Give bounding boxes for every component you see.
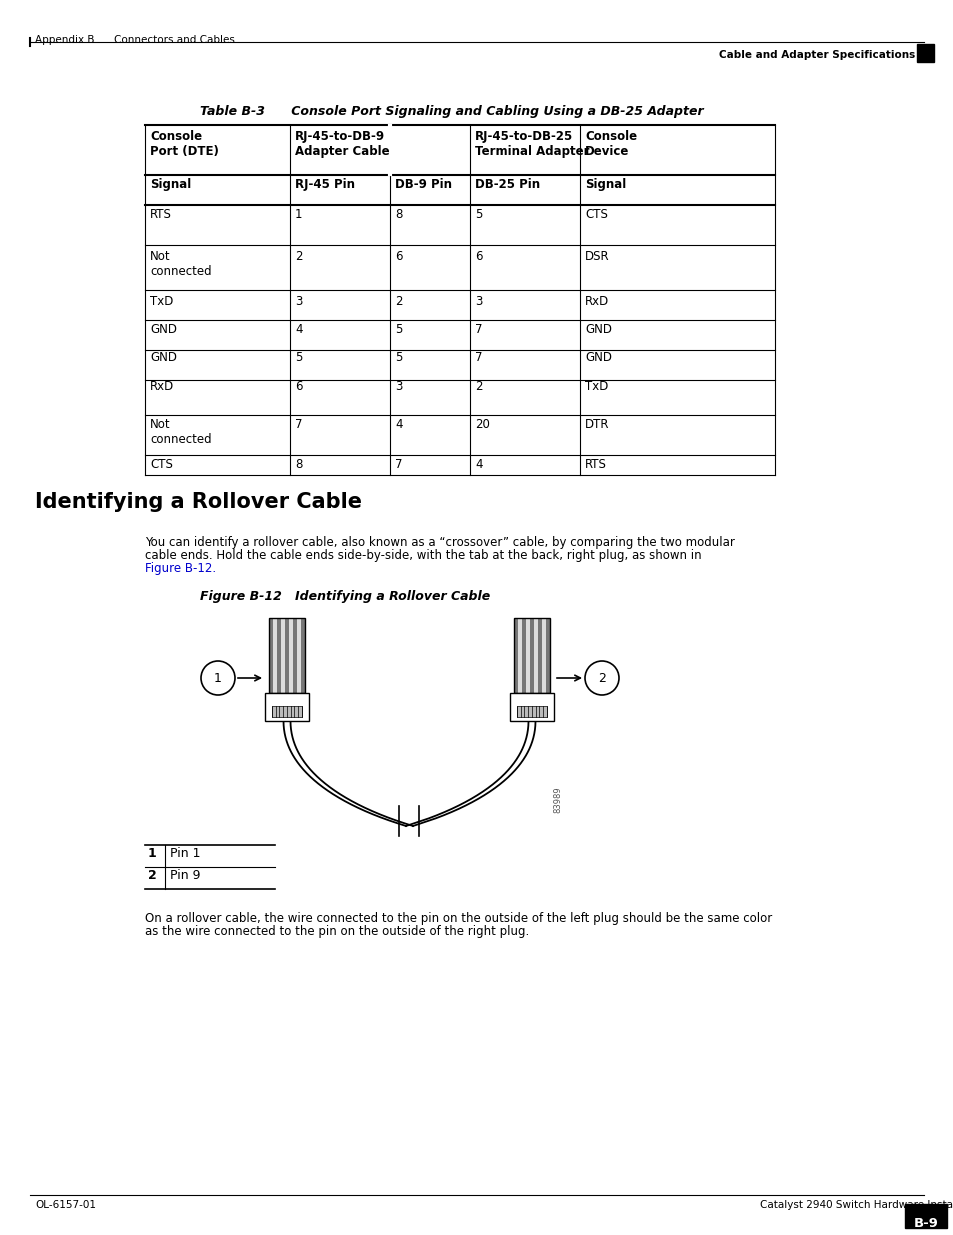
Text: DB-9 Pin: DB-9 Pin bbox=[395, 178, 452, 191]
Text: B-9: B-9 bbox=[913, 1216, 938, 1230]
Text: RxD: RxD bbox=[150, 380, 174, 393]
Bar bbox=[289, 618, 293, 693]
Text: OL-6157-01: OL-6157-01 bbox=[35, 1200, 96, 1210]
Text: Console
Device: Console Device bbox=[584, 130, 637, 158]
Text: 5: 5 bbox=[475, 207, 482, 221]
Text: 5: 5 bbox=[395, 351, 402, 364]
Text: TxD: TxD bbox=[150, 295, 173, 308]
Bar bbox=[272, 706, 302, 718]
Text: 4: 4 bbox=[395, 417, 402, 431]
Bar bbox=[285, 618, 289, 693]
Bar bbox=[537, 618, 541, 693]
Text: 8: 8 bbox=[294, 458, 302, 471]
Text: 3: 3 bbox=[395, 380, 402, 393]
Bar bbox=[510, 693, 554, 721]
Text: 7: 7 bbox=[395, 458, 402, 471]
Text: DSR: DSR bbox=[584, 249, 609, 263]
Text: 6: 6 bbox=[395, 249, 402, 263]
Bar bbox=[541, 618, 545, 693]
Text: 2: 2 bbox=[475, 380, 482, 393]
Text: 2: 2 bbox=[395, 295, 402, 308]
Text: cable ends. Hold the cable ends side-by-side, with the tab at the back, right pl: cable ends. Hold the cable ends side-by-… bbox=[145, 550, 700, 562]
Text: 7: 7 bbox=[294, 417, 302, 431]
Text: 1: 1 bbox=[213, 672, 222, 684]
Text: GND: GND bbox=[584, 351, 612, 364]
Text: GND: GND bbox=[150, 351, 177, 364]
Text: 6: 6 bbox=[294, 380, 302, 393]
Text: Figure B-12.: Figure B-12. bbox=[145, 562, 216, 576]
Text: Appendix B      Connectors and Cables: Appendix B Connectors and Cables bbox=[35, 35, 234, 44]
Bar bbox=[281, 618, 285, 693]
Text: TxD: TxD bbox=[584, 380, 608, 393]
Bar bbox=[296, 618, 301, 693]
Text: RJ-45-to-DB-9
Adapter Cable: RJ-45-to-DB-9 Adapter Cable bbox=[294, 130, 389, 158]
Text: 8: 8 bbox=[395, 207, 402, 221]
Bar bbox=[525, 618, 530, 693]
Bar bbox=[904, 1204, 946, 1228]
Bar bbox=[514, 618, 517, 693]
Text: CTS: CTS bbox=[584, 207, 607, 221]
Bar bbox=[301, 618, 305, 693]
Bar bbox=[534, 618, 537, 693]
Text: 5: 5 bbox=[395, 324, 402, 336]
Bar bbox=[269, 618, 305, 693]
Text: 2: 2 bbox=[148, 869, 156, 882]
Bar bbox=[517, 706, 546, 718]
Bar bbox=[545, 618, 550, 693]
Text: Not
connected: Not connected bbox=[150, 417, 212, 446]
Text: Pin 1: Pin 1 bbox=[170, 847, 200, 860]
Text: Pin 9: Pin 9 bbox=[170, 869, 200, 882]
Text: CTS: CTS bbox=[150, 458, 172, 471]
Text: 20: 20 bbox=[475, 417, 489, 431]
Text: 2: 2 bbox=[598, 672, 605, 684]
Text: Signal: Signal bbox=[584, 178, 625, 191]
Bar bbox=[530, 618, 534, 693]
Text: GND: GND bbox=[584, 324, 612, 336]
Bar bbox=[265, 693, 309, 721]
Text: Figure B-12   Identifying a Rollover Cable: Figure B-12 Identifying a Rollover Cable bbox=[200, 590, 490, 603]
Text: You can identify a rollover cable, also known as a “crossover” cable, by compari: You can identify a rollover cable, also … bbox=[145, 536, 734, 550]
Text: 7: 7 bbox=[475, 351, 482, 364]
Text: RTS: RTS bbox=[150, 207, 172, 221]
Text: 1: 1 bbox=[294, 207, 302, 221]
Text: RxD: RxD bbox=[584, 295, 609, 308]
Text: RTS: RTS bbox=[584, 458, 606, 471]
Bar bbox=[269, 618, 273, 693]
Text: RJ-45 Pin: RJ-45 Pin bbox=[294, 178, 355, 191]
Text: 3: 3 bbox=[294, 295, 302, 308]
Text: RJ-45-to-DB-25
Terminal Adapter: RJ-45-to-DB-25 Terminal Adapter bbox=[475, 130, 589, 158]
Text: DTR: DTR bbox=[584, 417, 609, 431]
Text: as the wire connected to the pin on the outside of the right plug.: as the wire connected to the pin on the … bbox=[145, 925, 529, 939]
Text: Identifying a Rollover Cable: Identifying a Rollover Cable bbox=[35, 492, 361, 513]
Bar bbox=[276, 618, 281, 693]
Text: 83989: 83989 bbox=[553, 787, 562, 814]
Bar bbox=[293, 618, 296, 693]
Text: Console
Port (DTE): Console Port (DTE) bbox=[150, 130, 218, 158]
Text: Not
connected: Not connected bbox=[150, 249, 212, 278]
Text: 1: 1 bbox=[148, 847, 156, 860]
Text: 5: 5 bbox=[294, 351, 302, 364]
Bar bbox=[916, 44, 933, 62]
Bar bbox=[273, 618, 276, 693]
Text: 2: 2 bbox=[294, 249, 302, 263]
Text: On a rollover cable, the wire connected to the pin on the outside of the left pl: On a rollover cable, the wire connected … bbox=[145, 911, 771, 925]
Bar bbox=[521, 618, 525, 693]
Text: DB-25 Pin: DB-25 Pin bbox=[475, 178, 539, 191]
Text: GND: GND bbox=[150, 324, 177, 336]
Bar bbox=[514, 618, 550, 693]
Text: 4: 4 bbox=[475, 458, 482, 471]
Circle shape bbox=[201, 661, 234, 695]
Text: Cable and Adapter Specifications: Cable and Adapter Specifications bbox=[718, 49, 914, 61]
Bar bbox=[517, 618, 521, 693]
Text: Catalyst 2940 Switch Hardware Installation Guide: Catalyst 2940 Switch Hardware Installati… bbox=[760, 1200, 953, 1210]
Circle shape bbox=[584, 661, 618, 695]
Text: 4: 4 bbox=[294, 324, 302, 336]
Text: 3: 3 bbox=[475, 295, 482, 308]
Text: Signal: Signal bbox=[150, 178, 191, 191]
Text: 6: 6 bbox=[475, 249, 482, 263]
Text: Table B-3      Console Port Signaling and Cabling Using a DB-25 Adapter: Table B-3 Console Port Signaling and Cab… bbox=[200, 105, 703, 119]
Text: 7: 7 bbox=[475, 324, 482, 336]
